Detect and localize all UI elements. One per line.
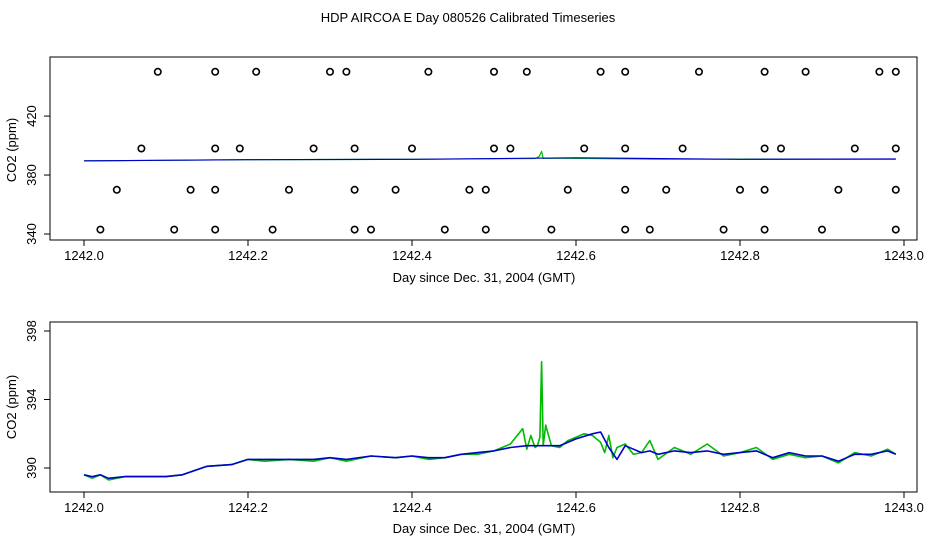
x-tick-label: 1242.0 bbox=[64, 500, 104, 515]
scatter-point bbox=[465, 185, 474, 194]
scatter-point bbox=[760, 67, 769, 76]
scatter-point bbox=[440, 225, 449, 234]
x-tick-label: 1242.2 bbox=[228, 500, 268, 515]
scatter-point bbox=[211, 67, 220, 76]
scatter-point bbox=[834, 185, 843, 194]
panel-2: 1242.0 1242.2 1242.4 1242.6 1242.8 1243.0 390… bbox=[4, 320, 924, 536]
y-tick-label: 340 bbox=[24, 223, 39, 245]
panel-1-x-label: Day since Dec. 31, 2004 (GMT) bbox=[393, 270, 576, 285]
series-line-green bbox=[83, 360, 897, 481]
panel-2-plot-area bbox=[83, 360, 897, 481]
scatter-point bbox=[678, 144, 687, 153]
panel-2-y-axis: 390 394 398 bbox=[24, 320, 50, 479]
panel-1-y-label: CO2 (ppm) bbox=[4, 118, 19, 182]
x-tick-label: 1242.4 bbox=[392, 248, 432, 263]
scatter-point bbox=[137, 144, 146, 153]
scatter-point bbox=[801, 67, 810, 76]
x-tick-label: 1242.6 bbox=[556, 500, 596, 515]
scatter-point bbox=[891, 67, 900, 76]
y-tick-label: 398 bbox=[24, 320, 39, 342]
scatter-point bbox=[170, 225, 179, 234]
panel-2-x-axis: 1242.0 1242.2 1242.4 1242.6 1242.8 1243.0 bbox=[64, 492, 924, 515]
x-tick-label: 1243.0 bbox=[884, 500, 924, 515]
scatter-point bbox=[489, 144, 498, 153]
y-tick-label: 394 bbox=[24, 389, 39, 411]
scatter-point bbox=[547, 225, 556, 234]
scatter-point bbox=[850, 144, 859, 153]
panel-1-plot-area bbox=[83, 67, 900, 234]
scatter-point bbox=[211, 185, 220, 194]
scatter-point bbox=[621, 225, 630, 234]
scatter-point bbox=[211, 144, 220, 153]
x-tick-label: 1242.2 bbox=[228, 248, 268, 263]
scatter-point bbox=[580, 144, 589, 153]
scatter-point bbox=[366, 225, 375, 234]
x-tick-label: 1242.6 bbox=[556, 248, 596, 263]
scatter-point bbox=[268, 225, 277, 234]
scatter-point bbox=[325, 67, 334, 76]
panel-1-x-axis: 1242.0 1242.2 1242.4 1242.6 1242.8 1243.0 bbox=[64, 240, 924, 263]
scatter-point bbox=[760, 144, 769, 153]
scatter-point bbox=[875, 67, 884, 76]
scatter-point bbox=[112, 185, 121, 194]
panel-1-frame bbox=[49, 56, 918, 241]
scatter-point bbox=[481, 225, 490, 234]
x-tick-label: 1242.8 bbox=[720, 248, 760, 263]
y-tick-label: 420 bbox=[24, 105, 39, 127]
panel-2-x-label: Day since Dec. 31, 2004 (GMT) bbox=[393, 521, 576, 536]
scatter-point bbox=[489, 67, 498, 76]
series-line-blue bbox=[83, 431, 897, 480]
scatter-point bbox=[662, 185, 671, 194]
scatter-point bbox=[645, 225, 654, 234]
scatter-point bbox=[621, 144, 630, 153]
panel-2-frame bbox=[49, 321, 918, 493]
y-tick-label: 380 bbox=[24, 164, 39, 186]
panel-1: 1242.0 1242.2 1242.4 1242.6 1242.8 1243.0 340… bbox=[4, 56, 924, 285]
scatter-point bbox=[719, 225, 728, 234]
scatter-point bbox=[350, 185, 359, 194]
scatter-point bbox=[309, 144, 318, 153]
figure-title: HDP AIRCOA E Day 080526 Calibrated Times… bbox=[321, 10, 616, 25]
scatter-point bbox=[760, 185, 769, 194]
x-tick-label: 1242.0 bbox=[64, 248, 104, 263]
scatter-point bbox=[891, 185, 900, 194]
scatter-point bbox=[760, 225, 769, 234]
scatter-point bbox=[694, 67, 703, 76]
scatter-point bbox=[350, 144, 359, 153]
scatter-point bbox=[891, 144, 900, 153]
x-tick-label: 1242.8 bbox=[720, 500, 760, 515]
scatter-point bbox=[211, 225, 220, 234]
scatter-point bbox=[522, 67, 531, 76]
scatter-point bbox=[252, 67, 261, 76]
scatter-point bbox=[284, 185, 293, 194]
scatter-point bbox=[186, 185, 195, 194]
series-line-blue bbox=[83, 157, 896, 162]
scatter-point bbox=[153, 67, 162, 76]
panel-1-y-axis: 340 380 420 bbox=[24, 105, 50, 245]
scatter-point bbox=[235, 144, 244, 153]
panel-2-y-label: CO2 (ppm) bbox=[4, 375, 19, 439]
scatter-point bbox=[891, 225, 900, 234]
y-tick-label: 390 bbox=[24, 457, 39, 479]
scatter-point bbox=[481, 185, 490, 194]
scatter-point bbox=[776, 144, 785, 153]
scatter-point bbox=[391, 185, 400, 194]
scatter-point bbox=[735, 185, 744, 194]
scatter-point bbox=[424, 67, 433, 76]
scatter-point bbox=[407, 144, 416, 153]
scatter-point bbox=[563, 185, 572, 194]
x-tick-label: 1242.4 bbox=[392, 500, 432, 515]
scatter-point bbox=[621, 67, 630, 76]
scatter-point bbox=[96, 225, 105, 234]
scatter-point bbox=[342, 67, 351, 76]
x-tick-label: 1243.0 bbox=[884, 248, 924, 263]
scatter-point bbox=[350, 225, 359, 234]
scatter-point bbox=[506, 144, 515, 153]
scatter-point bbox=[817, 225, 826, 234]
scatter-point bbox=[621, 185, 630, 194]
scatter-point bbox=[596, 67, 605, 76]
